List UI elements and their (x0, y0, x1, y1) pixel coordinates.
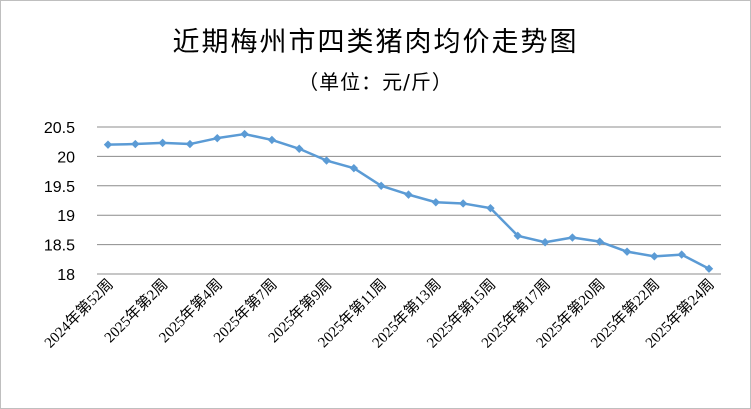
data-point (267, 135, 277, 145)
y-tick-label: 20.5 (44, 120, 75, 137)
series-polyline (107, 132, 710, 270)
data-point (349, 163, 359, 173)
data-point (103, 140, 113, 149)
data-point (240, 129, 249, 139)
data-point (486, 203, 495, 213)
data-point (458, 199, 468, 208)
data-point (650, 252, 659, 261)
data-point (213, 133, 222, 143)
data-point (185, 139, 195, 149)
y-axis-ticks: 20.5 20 19.5 19 18.5 18 (44, 120, 75, 284)
y-tick-label: 19.5 (44, 179, 75, 196)
data-point (431, 198, 441, 207)
y-tick-label: 18.5 (44, 238, 75, 255)
chart-title: 近期梅州市四类猪肉均价走势图 (172, 27, 579, 58)
gridlines (97, 126, 721, 275)
data-point (376, 181, 386, 190)
data-point (677, 250, 686, 259)
data-point (513, 231, 522, 240)
x-tick-label: 2024年第52周 (40, 275, 116, 351)
data-point (595, 237, 604, 246)
data-point (295, 144, 304, 153)
data-point (568, 233, 577, 242)
data-point (131, 139, 140, 149)
data-point (158, 138, 167, 148)
series-line (103, 129, 714, 273)
data-point (704, 264, 714, 273)
x-axis-ticks: 2024年第52周2025年第2周2025年第4周2025年第7周2025年第9… (40, 275, 717, 351)
y-tick-label: 19 (57, 208, 75, 225)
y-tick-label: 20 (57, 149, 75, 166)
data-point (404, 190, 413, 199)
data-point (622, 247, 632, 256)
y-tick-label: 18 (57, 267, 75, 284)
chart-subtitle: （单位：元/斤） (298, 70, 453, 94)
data-point (322, 156, 331, 165)
data-point (540, 238, 550, 247)
